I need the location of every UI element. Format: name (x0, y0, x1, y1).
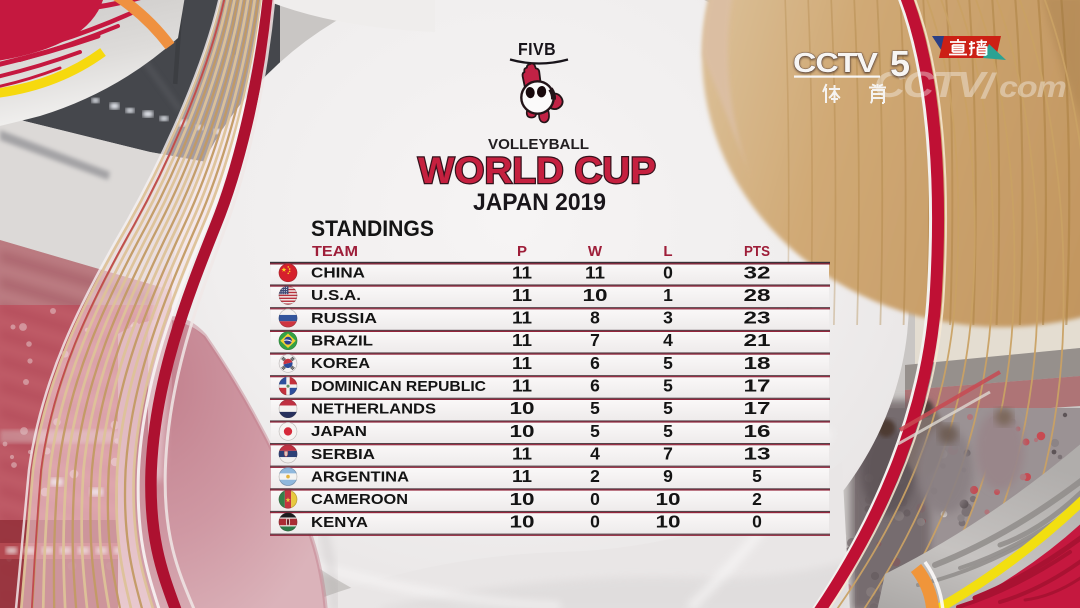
svg-text:5: 5 (663, 376, 673, 396)
svg-text:STANDINGS: STANDINGS (311, 216, 434, 241)
svg-text:5: 5 (590, 421, 600, 441)
svg-text:KENYA: KENYA (311, 514, 368, 531)
svg-text:6: 6 (590, 376, 600, 396)
svg-text:5: 5 (590, 398, 600, 418)
svg-text:4: 4 (590, 444, 600, 464)
svg-text:17: 17 (744, 376, 771, 396)
svg-text:11: 11 (585, 262, 605, 282)
svg-text:23: 23 (744, 308, 771, 328)
svg-text:5: 5 (890, 43, 910, 84)
svg-text:7: 7 (590, 330, 600, 350)
svg-text:0: 0 (663, 262, 673, 282)
svg-text:10: 10 (656, 512, 681, 532)
svg-text:4: 4 (663, 330, 673, 350)
svg-text:5: 5 (663, 398, 673, 418)
svg-text:WORLD CUP: WORLD CUP (418, 150, 656, 192)
svg-text:10: 10 (583, 285, 608, 305)
svg-text:5: 5 (663, 353, 673, 373)
svg-text:16: 16 (744, 421, 771, 441)
svg-text:11: 11 (512, 444, 532, 464)
svg-text:/: / (980, 68, 997, 106)
svg-text:BRAZIL: BRAZIL (311, 333, 373, 350)
svg-text:1: 1 (663, 285, 673, 305)
svg-text:28: 28 (744, 285, 771, 305)
svg-text:CCTV: CCTV (874, 65, 989, 105)
svg-text:11: 11 (512, 376, 532, 396)
svg-text:11: 11 (512, 262, 532, 282)
svg-text:11: 11 (512, 353, 532, 373)
svg-text:RUSSIA: RUSSIA (311, 310, 377, 327)
svg-text:com: com (999, 70, 1066, 104)
svg-text:18: 18 (744, 353, 771, 373)
svg-text:JAPAN: JAPAN (311, 423, 367, 440)
svg-text:0: 0 (590, 489, 600, 509)
svg-text:10: 10 (510, 489, 535, 509)
svg-text:JAPAN 2019: JAPAN 2019 (473, 189, 606, 216)
svg-text:U.S.A.: U.S.A. (311, 287, 361, 304)
svg-text:VOLLEYBALL: VOLLEYBALL (488, 136, 589, 153)
svg-text:6: 6 (590, 353, 600, 373)
svg-text:32: 32 (744, 262, 771, 282)
svg-text:5: 5 (663, 421, 673, 441)
svg-text:KOREA: KOREA (311, 355, 370, 372)
svg-text:P: P (517, 243, 527, 260)
svg-text:TEAM: TEAM (312, 243, 358, 260)
svg-text:2: 2 (590, 466, 600, 486)
svg-text:2: 2 (752, 489, 762, 509)
svg-text:L: L (663, 243, 672, 260)
svg-text:11: 11 (512, 308, 532, 328)
svg-text:7: 7 (663, 444, 673, 464)
svg-text:PTS: PTS (744, 243, 770, 260)
svg-text:13: 13 (744, 444, 771, 464)
svg-text:SERBIA: SERBIA (311, 446, 375, 463)
svg-text:0: 0 (752, 512, 762, 532)
svg-text:10: 10 (510, 421, 535, 441)
svg-text:10: 10 (656, 489, 681, 509)
svg-text:10: 10 (510, 398, 535, 418)
svg-text:11: 11 (512, 285, 532, 305)
svg-text:5: 5 (752, 466, 762, 486)
svg-text:NETHERLANDS: NETHERLANDS (311, 401, 436, 418)
svg-text:ARGENTINA: ARGENTINA (311, 469, 409, 486)
svg-text:0: 0 (590, 512, 600, 532)
svg-text:11: 11 (512, 466, 532, 486)
svg-text:17: 17 (744, 398, 771, 418)
svg-text:3: 3 (663, 308, 673, 328)
svg-text:21: 21 (744, 330, 771, 350)
svg-text:9: 9 (663, 466, 673, 486)
svg-text:11: 11 (512, 330, 532, 350)
svg-text:CHINA: CHINA (311, 265, 365, 282)
svg-text:W: W (588, 243, 603, 260)
svg-text:10: 10 (510, 512, 535, 532)
svg-text:DOMINICAN REPUBLIC: DOMINICAN REPUBLIC (311, 378, 486, 395)
svg-text:CAMEROON: CAMEROON (311, 491, 408, 508)
svg-text:FIVB: FIVB (518, 39, 556, 59)
svg-text:CCTV: CCTV (793, 47, 878, 78)
svg-text:8: 8 (590, 308, 600, 328)
